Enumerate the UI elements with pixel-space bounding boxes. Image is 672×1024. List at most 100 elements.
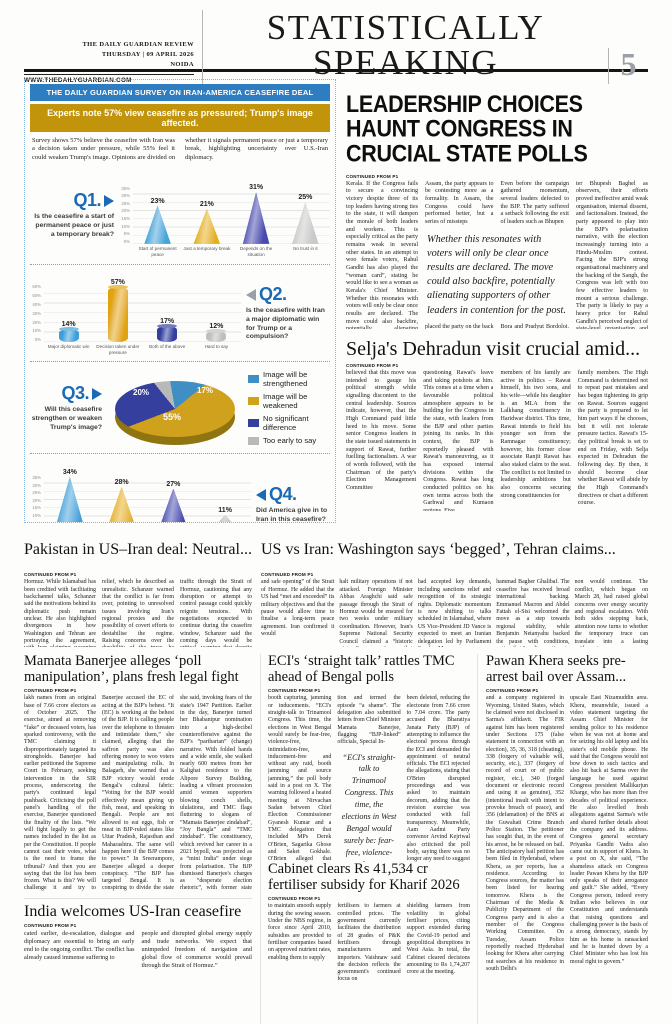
article-column: Banerjee accused the EC of acting at the…: [102, 695, 174, 892]
q2-number: Q2.: [246, 284, 330, 305]
legend-label: Image will be strengthened: [263, 370, 308, 389]
pie-value-label: 55%: [163, 411, 182, 422]
category-label: Just a temporary break: [183, 245, 231, 251]
article-column: had accepted key demands, including sanc…: [417, 579, 492, 647]
legend-swatch: [248, 419, 259, 428]
cone-bar: [292, 202, 319, 244]
survey-q2-section: 60% 50% 40% 30% 20% 10% 0% 14% Major diplomatic …: [30, 265, 330, 363]
chart-bar-group: 14% Major diplomatic win: [45, 269, 92, 357]
article-body: lakh names from an original base of 7.66…: [24, 695, 252, 892]
q4-question: Did America give in to Iran in this ceas…: [256, 507, 328, 523]
article-body: believed that this move was intended to …: [346, 370, 648, 511]
article-middle-top: Assam, the party appears to be contestin…: [425, 181, 569, 227]
q1-label: Q1. Is the ceasefire a start of permanen…: [30, 190, 114, 239]
q3-number-text: Q3.: [61, 383, 89, 404]
category-label: No trust in it: [293, 245, 318, 251]
q4-number: Q4.: [256, 484, 330, 505]
value-label: 57%: [110, 279, 125, 287]
q1-chart: 35% 30% 25% 20% 15% 10% 5% 0% 23% Start of perman…: [119, 171, 330, 259]
arrow-right-icon: [104, 194, 114, 207]
continued-from-tag: CONTINUED FROM P1: [486, 688, 539, 694]
cylinder-top: [107, 285, 128, 290]
value-label: 27%: [166, 480, 181, 488]
edition-date: THURSDAY | 09 APRIL 2026: [101, 50, 194, 58]
article-column: cated earlier, de-escalation, dialogue a…: [24, 930, 135, 961]
article-usiran: US vs Iran: Washington says ‘begged’, Te…: [261, 529, 648, 647]
article-column: been deleted, reducing the electorate fr…: [406, 695, 470, 862]
article-column: fertilisers to farmers at controlled pri…: [337, 903, 401, 983]
article-column: booth capturing, jamming or inducements.…: [268, 695, 332, 862]
category-label: Depends on the situation: [239, 245, 273, 257]
top-right-column: LEADERSHIP CHOICES HAUNT CONGRESS IN CRU…: [346, 79, 648, 523]
article-column: hammad Bagher Ghalibaf. The ceasefire ha…: [496, 579, 570, 647]
survey-q1-section: Q1. Is the ceasefire a start of permanen…: [30, 165, 330, 266]
arrow-right-icon: [92, 387, 102, 400]
value-label: 34%: [62, 468, 77, 476]
website-url[interactable]: WWW.THEDAILYGUARDIAN.COM: [24, 74, 194, 84]
arrow-left-icon: [256, 488, 266, 501]
edition-info: THE DAILY GUARDIAN REVIEW THURSDAY | 09 …: [24, 40, 194, 70]
middle-band: Pakistan in US–Iran deal: Neutral... CON…: [24, 529, 648, 647]
q2-question: Is the ceasefire with Iran a major diplo…: [246, 307, 325, 341]
article-column: Bora and Pradyut Bordoloi. The situation…: [500, 323, 570, 329]
legend-swatch: [248, 436, 259, 445]
pie-value-label: 20%: [133, 387, 150, 397]
q3-label: Q3. Will this ceasefire strengthen or we…: [30, 383, 102, 432]
cylinder-top: [157, 323, 178, 328]
article-column: Kerala. If the Congress fails to secure …: [346, 180, 418, 329]
q3-number: Q3.: [30, 383, 102, 404]
chart-bar-group: 23% Start of permanent peace: [134, 171, 181, 259]
article-headline: LEADERSHIP CHOICES HAUNT CONGRESS IN CRU…: [346, 91, 588, 168]
chart-bar-group: 25% No trust in it: [282, 171, 329, 259]
q4-number-text: Q4.: [269, 484, 297, 505]
article-column: tion and termed the episode “a shame”. T…: [337, 695, 401, 746]
cone-bar: [242, 192, 270, 244]
masthead: THE DAILY GUARDIAN REVIEW THURSDAY | 09 …: [24, 10, 648, 84]
q2-number-text: Q2.: [259, 284, 287, 305]
section-title: STATISTICALLY SPEAKING: [202, 10, 608, 84]
plot-area: 23% Start of permanent peace 21% Just a tem…: [133, 171, 330, 259]
legend-item: Too early to say: [248, 436, 330, 445]
chart-bar-group: 11%Information is incomplete: [200, 460, 250, 522]
article-column: to maintain smooth supply during the sow…: [268, 903, 332, 961]
article-column: lakh names from an original base of 7.66…: [24, 695, 96, 892]
chart-bar-group: 27%Both sides on equal footing: [149, 460, 199, 522]
article-body: and safe opening” of the Strait of Hormu…: [261, 579, 648, 647]
value-label: 25%: [298, 194, 313, 202]
continued-from-tag: CONTINUED FROM P1: [261, 572, 314, 578]
pie-value-label: 17%: [197, 385, 214, 395]
chart-bar-group: 17% Both of the above: [143, 269, 190, 357]
page-number: 5: [608, 48, 648, 84]
article-column: and safe opening” of the Strait of Hormu…: [261, 579, 335, 638]
value-label: 17%: [160, 317, 175, 325]
value-label: 23%: [150, 197, 165, 205]
legend-swatch: [248, 375, 259, 384]
article-column: traffic through the Strait of Hormuz, ca…: [180, 579, 252, 647]
legend-swatch: [248, 397, 259, 406]
cylinder-bar: [206, 328, 227, 343]
pyramid-bar: [105, 486, 138, 522]
article-pakistan: Pakistan in US–Iran deal: Neutral... CON…: [24, 529, 252, 647]
legend-item: No significant difference: [248, 414, 330, 432]
survey-intro: Survey shows 57% believe the ceasefire w…: [32, 136, 328, 161]
pull-quote: Whether this resonates with voters will …: [427, 233, 566, 316]
chart-bar-group: 12% Hard to say: [193, 269, 240, 357]
legend-label: Too early to say: [263, 436, 317, 446]
article-headline: Pawan Khera seeks pre-arrest bail over A…: [486, 654, 627, 685]
chart-bar-group: 31% Depends on the situation: [232, 171, 279, 259]
article-middle-columns: tion and termed the episode “a shame”. T…: [337, 695, 400, 862]
article-column: Assam, the party appears to be contestin…: [425, 180, 494, 225]
chart-bar-group: 34%Yes, clearly gave in: [45, 460, 95, 522]
continued-from-tag: CONTINUED FROM P1: [268, 688, 321, 694]
value-label: 28%: [114, 478, 129, 486]
category-label: Start of permanent peace: [138, 245, 177, 257]
continued-from-tag: CONTINUED FROM P1: [24, 688, 77, 694]
article-cabinet: Cabinet clears Rs 41,534 cr fertiliser s…: [268, 861, 470, 984]
q2-label: Q2. Is the ceasefire with Iran a major d…: [246, 284, 330, 342]
masthead-left: THE DAILY GUARDIAN REVIEW THURSDAY | 09 …: [24, 10, 202, 84]
pull-quote: “ECI's straight-talk to Trinamool Congre…: [341, 752, 397, 863]
q3-legend: Image will be strengthened Image will be …: [248, 366, 330, 449]
article-headline: US vs Iran: Washington says ‘begged’, Te…: [261, 541, 616, 559]
cone-bar: [144, 205, 171, 244]
article-headline: Pakistan in US–Iran deal: Neutral...: [24, 541, 252, 559]
